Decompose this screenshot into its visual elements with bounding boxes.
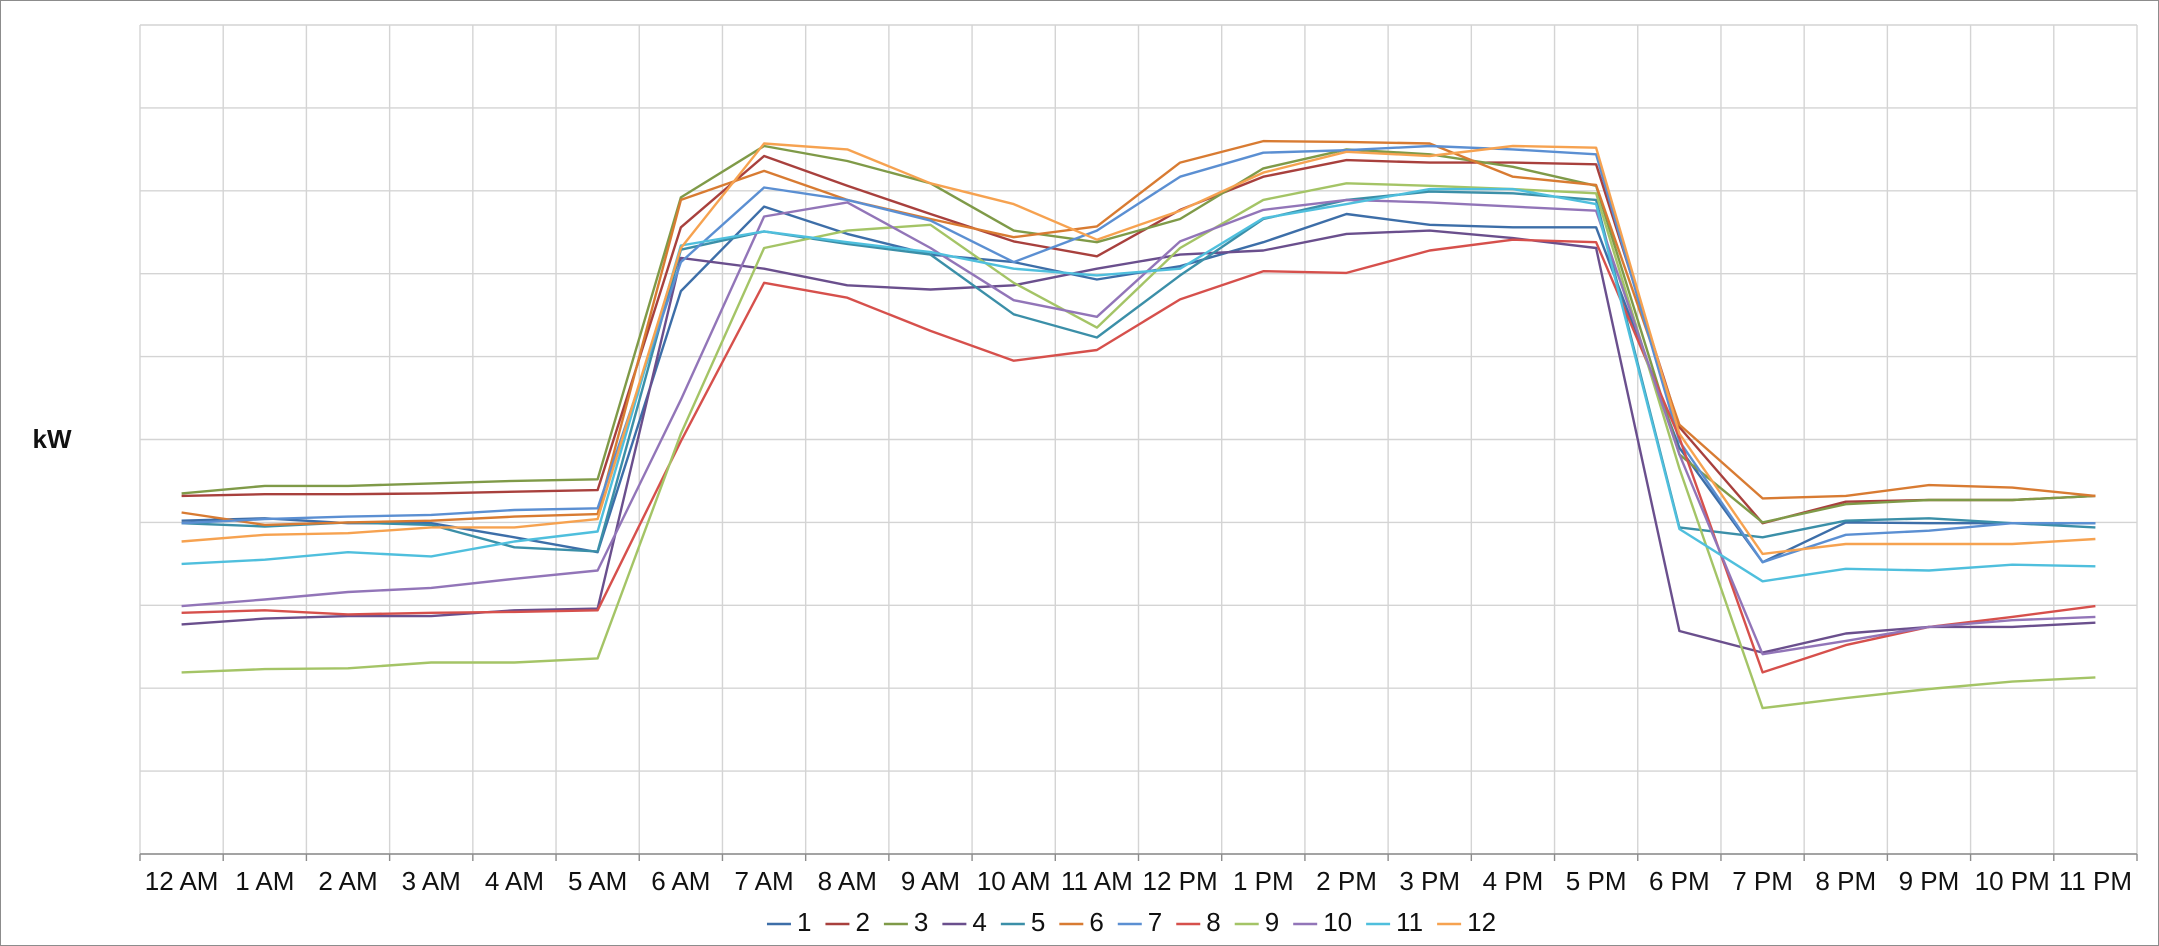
x-tick-label: 10 AM bbox=[977, 866, 1051, 896]
x-tick-label: 3 PM bbox=[1399, 866, 1460, 896]
x-tick-label: 9 PM bbox=[1899, 866, 1960, 896]
series-line bbox=[181, 144, 2096, 524]
series-line bbox=[181, 238, 2096, 674]
x-tick-label: 7 AM bbox=[734, 866, 793, 896]
x-tick-label: 11 PM bbox=[2059, 866, 2132, 896]
x-tick-label: 8 AM bbox=[818, 866, 877, 896]
x-tick-label: 3 AM bbox=[402, 866, 461, 896]
legend-label: 4 bbox=[972, 907, 986, 937]
series-line bbox=[181, 187, 2096, 583]
x-tick-label: 1 AM bbox=[235, 866, 294, 896]
x-tick-label: 10 PM bbox=[1975, 866, 2050, 896]
series-line bbox=[181, 198, 2096, 656]
legend-label: 9 bbox=[1265, 907, 1279, 937]
x-tick-label: 2 PM bbox=[1316, 866, 1377, 896]
x-tick-label: 8 PM bbox=[1815, 866, 1876, 896]
x-tick-label: 5 AM bbox=[568, 866, 627, 896]
series-line bbox=[181, 142, 2096, 556]
legend-label: 5 bbox=[1031, 907, 1045, 937]
legend-label: 6 bbox=[1089, 907, 1103, 937]
legend-label: 7 bbox=[1148, 907, 1162, 937]
x-tick-label: 4 AM bbox=[485, 866, 544, 896]
x-tick-label: 12 AM bbox=[145, 866, 219, 896]
x-tick-label: 4 PM bbox=[1483, 866, 1544, 896]
x-tick-label: 2 AM bbox=[318, 866, 377, 896]
series-line bbox=[181, 182, 2096, 710]
legend-label: 1 bbox=[797, 907, 811, 937]
x-tick-label: 5 PM bbox=[1566, 866, 1627, 896]
x-tick-label: 7 PM bbox=[1732, 866, 1793, 896]
legend-label: 10 bbox=[1323, 907, 1352, 937]
legend-label: 3 bbox=[914, 907, 928, 937]
x-tick-label: 6 PM bbox=[1649, 866, 1710, 896]
series-line bbox=[181, 144, 2096, 564]
series-line bbox=[181, 139, 2096, 527]
x-tick-label: 6 AM bbox=[651, 866, 710, 896]
legend-label: 2 bbox=[855, 907, 869, 937]
x-tick-label: 11 AM bbox=[1061, 866, 1133, 896]
x-tick-label: 12 PM bbox=[1143, 866, 1218, 896]
x-tick-label: 1 PM bbox=[1233, 866, 1294, 896]
x-tick-label: 9 AM bbox=[901, 866, 960, 896]
y-axis-label: kW bbox=[33, 424, 72, 454]
legend-label: 11 bbox=[1396, 907, 1423, 937]
legend-label: 8 bbox=[1206, 907, 1220, 937]
legend-label: 12 bbox=[1467, 907, 1496, 937]
